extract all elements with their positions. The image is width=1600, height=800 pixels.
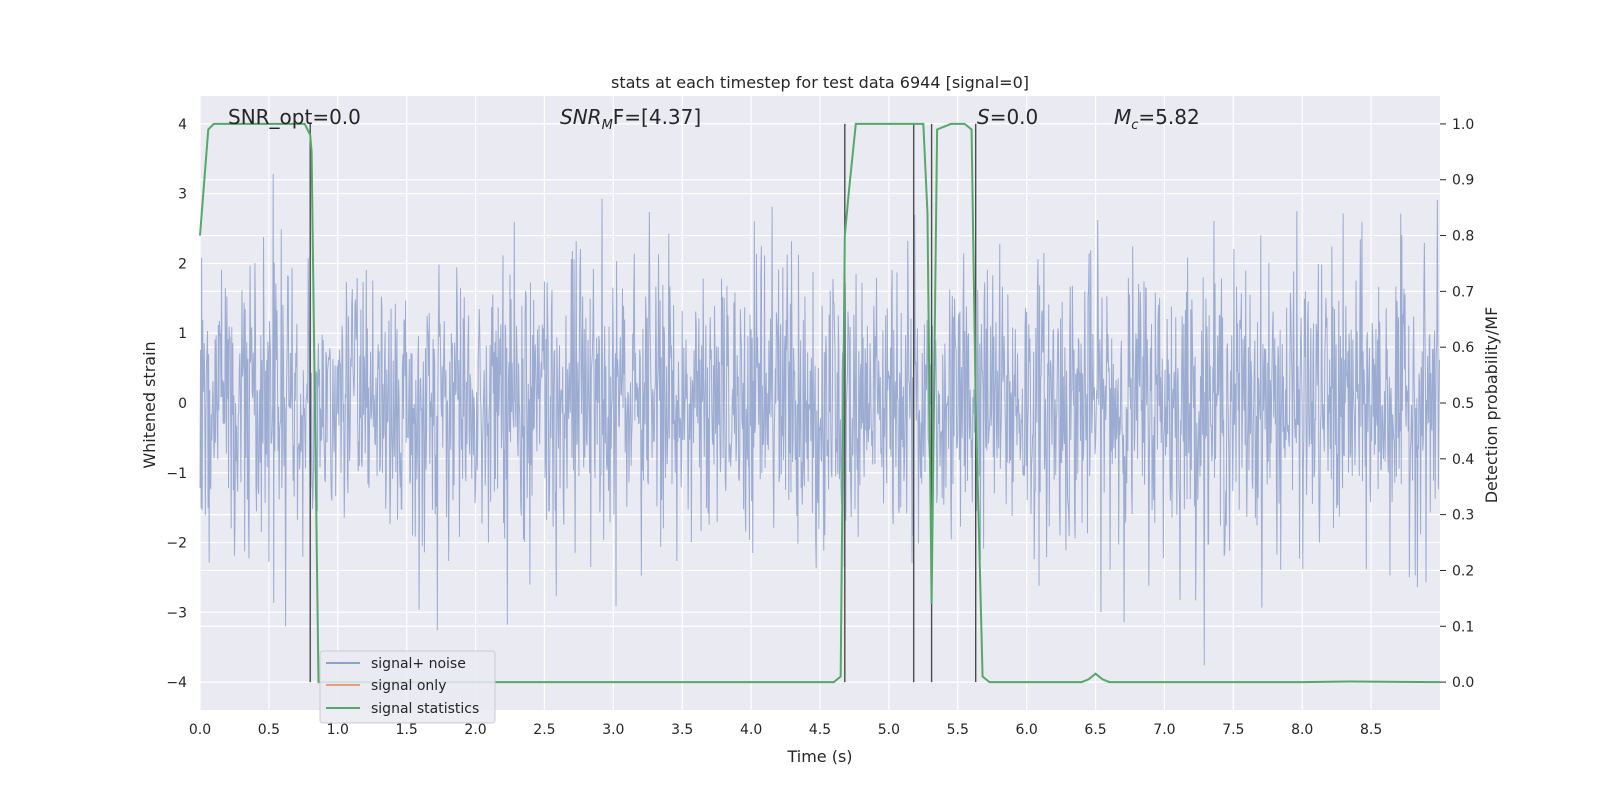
y2-tick-label: 0.8	[1452, 229, 1474, 245]
legend-label-signal-only: signal only	[371, 678, 446, 694]
x-tick-label: 8.5	[1360, 722, 1382, 738]
x-tick-label: 0.5	[258, 722, 280, 738]
y-tick-label: −4	[166, 675, 187, 691]
y-tick-label: −3	[166, 605, 187, 621]
x-tick-label: 4.5	[809, 722, 831, 738]
x-tick-label: 2.0	[464, 722, 486, 738]
annotation-mc: Mc=5.82	[1114, 105, 1200, 133]
legend-box	[319, 650, 496, 724]
y-tick-label: 4	[178, 117, 187, 133]
y2-tick-label: 0.3	[1452, 508, 1474, 524]
series-signal-noise	[199, 173, 1440, 666]
legend-label-signal-noise: signal+ noise	[371, 656, 466, 672]
x-tick-label: 0.0	[189, 722, 211, 738]
y2-tick-label: 0.1	[1452, 619, 1474, 635]
chart-title: stats at each timestep for test data 694…	[611, 73, 1029, 92]
y-tick-label: 3	[178, 187, 187, 203]
snr-mf-rest: F=[4.37]	[613, 105, 701, 129]
y-tick-label: 0	[178, 396, 187, 412]
y-tick-label: 2	[178, 256, 187, 272]
snr-mf-main: SNR	[560, 105, 602, 129]
x-tick-label: 4.0	[740, 722, 762, 738]
y2-tick-label: 0.2	[1452, 563, 1474, 579]
x-axis-ticks: 0.0 0.5 1.0 1.5 2.0 2.5 3.0 3.5 4.0 4.5 5.0 5.5 6.0 6…	[189, 722, 1382, 738]
x-tick-label: 3.0	[602, 722, 624, 738]
s-rest: =0.0	[990, 105, 1039, 129]
x-tick-label: 3.5	[671, 722, 693, 738]
series-signal-statistics	[199, 122, 1441, 684]
legend: signal+ noise signal only signal statist…	[319, 650, 496, 724]
y2-tick-label: 0.6	[1452, 340, 1474, 356]
y-tick-label: 1	[178, 326, 187, 342]
x-tick-label: 5.0	[878, 722, 900, 738]
x-tick-label: 5.5	[947, 722, 969, 738]
y2-tick-label: 0.5	[1452, 396, 1474, 412]
y2-tick-label: 0.9	[1452, 173, 1474, 189]
y2-tick-label: 0.7	[1452, 284, 1474, 300]
x-tick-label: 7.0	[1153, 722, 1175, 738]
x-tick-label: 7.5	[1222, 722, 1244, 738]
x-axis-label: Time (s)	[786, 747, 852, 766]
y-tick-label: −1	[166, 466, 187, 482]
x-tick-label: 6.5	[1084, 722, 1106, 738]
y-tick-label: −2	[166, 536, 187, 552]
annotation-snr-opt: SNR_opt=0.0	[228, 105, 361, 129]
x-tick-label: 8.0	[1291, 722, 1313, 738]
y2-tick-label: 0.0	[1452, 675, 1474, 691]
legend-label-signal-statistics: signal statistics	[371, 701, 479, 717]
y2-axis-ticks: 0.0 0.1 0.2 0.3 0.4 0.5 0.6 0.7 0.8 0.9 1.0	[1440, 117, 1474, 691]
annotation-s: S=0.0	[977, 105, 1038, 129]
x-tick-label: 2.5	[533, 722, 555, 738]
mc-main: M	[1114, 105, 1131, 129]
signal-noise-line	[199, 173, 1440, 666]
mc-sub: c	[1131, 118, 1138, 133]
x-tick-label: 1.5	[396, 722, 418, 738]
signal-statistics-line	[199, 122, 1441, 684]
y2-tick-label: 0.4	[1452, 452, 1474, 468]
x-tick-label: 1.0	[327, 722, 349, 738]
y-axis-ticks: −4 −3 −2 −1 0 1 2 3 4	[166, 117, 187, 691]
annotation-snr-mf: SNRMF=[4.37]	[560, 105, 701, 133]
y-axis-label: Whitened strain	[140, 341, 159, 468]
s-main: S	[977, 105, 990, 129]
mc-rest: =5.82	[1138, 105, 1199, 129]
y2-tick-label: 1.0	[1452, 117, 1474, 133]
y2-axis-label: Detection probability/MF	[1482, 307, 1501, 504]
x-tick-label: 6.0	[1016, 722, 1038, 738]
snr-mf-sub: M	[602, 118, 613, 133]
